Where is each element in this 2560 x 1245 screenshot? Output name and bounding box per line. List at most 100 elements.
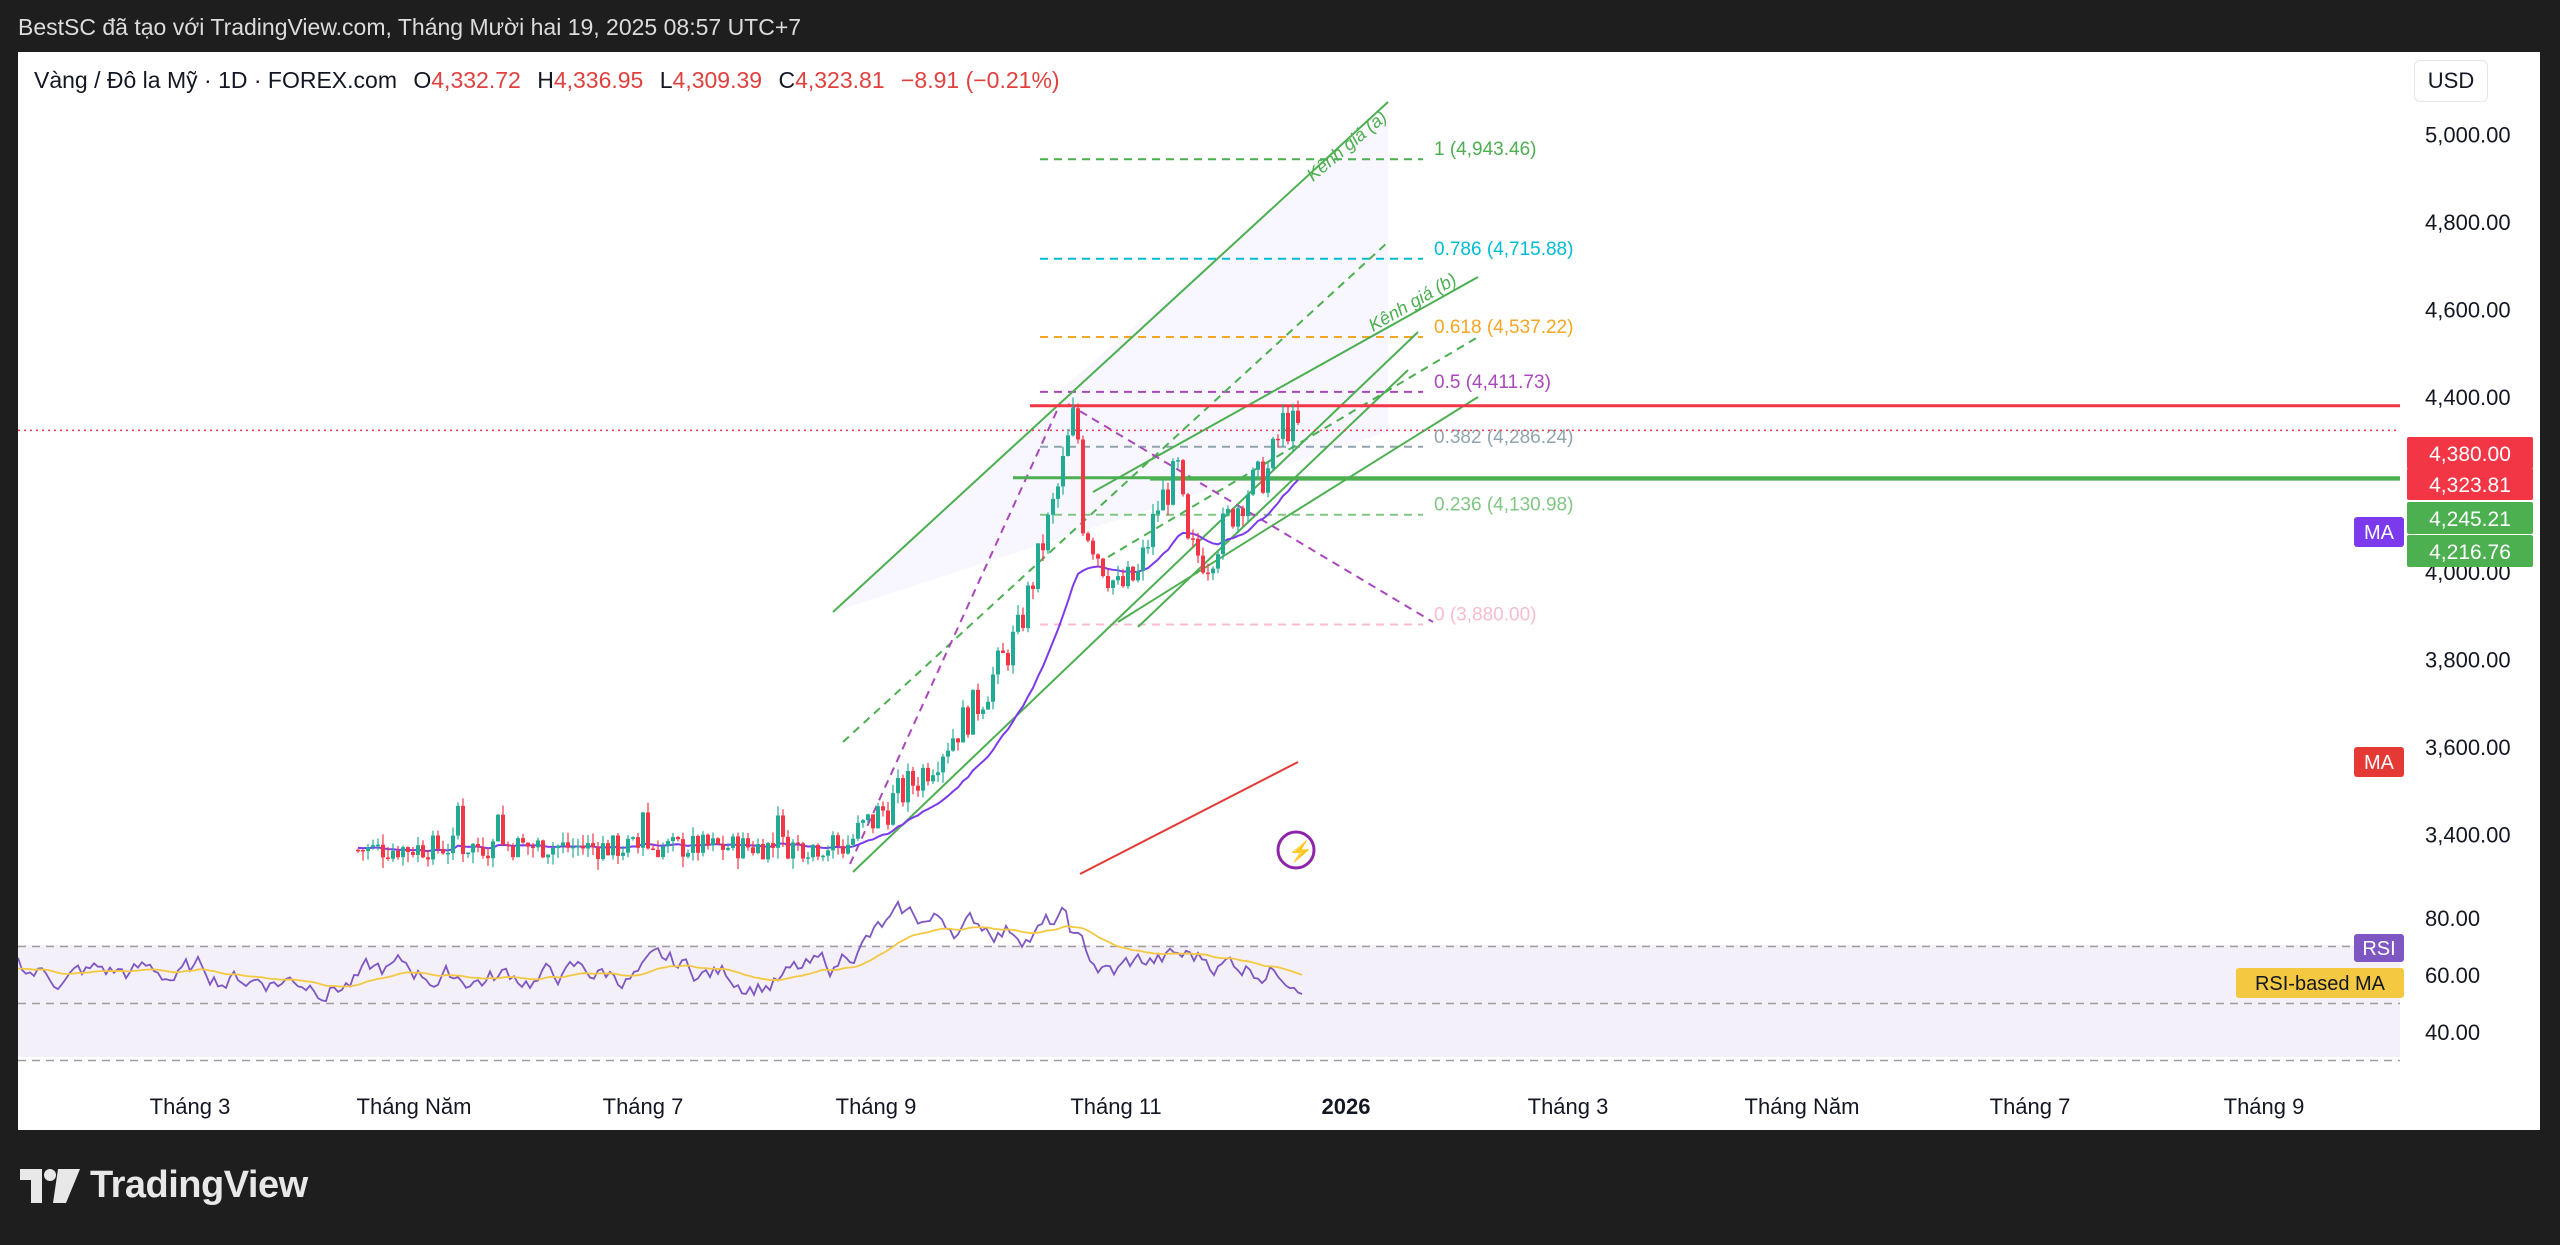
candle-body [1066, 435, 1070, 456]
candle-body [516, 838, 520, 858]
candle-body [1256, 461, 1260, 470]
candle-body [1021, 614, 1025, 628]
fib-level-label: 0.618 (4,537.22) [1434, 317, 1573, 338]
symbol-title[interactable]: Vàng / Đô la Mỹ · 1D · FOREX.com [34, 67, 397, 93]
channel-b-lower [1117, 396, 1479, 623]
candle-body [1141, 547, 1145, 571]
candle-body [766, 843, 770, 860]
candle-body [726, 847, 730, 850]
candle-body [1016, 614, 1020, 632]
candle-body [1031, 585, 1035, 589]
candle-body [1171, 461, 1175, 505]
ma-badge-label: MA [2364, 522, 2395, 544]
price-marker-badge [2407, 502, 2533, 534]
symbol-header: Vàng / Đô la Mỹ · 1D · FOREX.com O4,332.… [34, 67, 1060, 94]
rsi-tick-label: 60.00 [2425, 963, 2480, 988]
candle-body [366, 847, 370, 852]
candle-body [901, 778, 905, 803]
chart-panel[interactable]: 1 (4,943.46) 0.786 (4,715.88) 0.618 (4,537… [18, 52, 2540, 1130]
candle-body [546, 854, 550, 858]
channel-a-mid [842, 241, 1389, 743]
candle-body [796, 842, 800, 844]
candle-body [1181, 460, 1185, 495]
trend-dashed-down [1067, 403, 1434, 623]
candle-body [511, 845, 515, 858]
price-tick-label: 3,400.00 [2425, 823, 2511, 848]
candle-body [911, 771, 915, 786]
candle-body [1261, 461, 1265, 493]
candle-body [1266, 468, 1270, 493]
candle-body [941, 756, 945, 773]
candle-body [1186, 494, 1190, 539]
candle-body [831, 835, 835, 851]
candle-body [836, 835, 840, 847]
candle-body [386, 857, 390, 859]
rsi-ma-badge-label: RSI-based MA [2255, 973, 2386, 995]
fib-level-label: 0.382 (4,286.24) [1434, 427, 1573, 448]
candle-body [466, 852, 470, 854]
candle-body [586, 843, 590, 849]
candle-body [671, 836, 675, 842]
candle-body [1046, 514, 1050, 551]
ma-badge [2354, 517, 2404, 547]
candle-body [451, 835, 455, 854]
candle-body [1296, 410, 1300, 423]
channel-a-lower [852, 331, 1419, 873]
candle-body [566, 842, 570, 848]
candle-body [456, 805, 460, 836]
candle-body [1156, 510, 1160, 514]
candle-body [611, 835, 615, 856]
candle-body [1036, 543, 1040, 589]
price-tick-label: 4,400.00 [2425, 385, 2511, 410]
candle-body [576, 845, 580, 848]
candle-body [1116, 576, 1120, 581]
price-tick-label: 4,600.00 [2425, 298, 2511, 323]
candle-body [606, 843, 610, 856]
candle-body [946, 750, 950, 757]
candle-body [1271, 438, 1275, 469]
time-tick-label: Tháng 7 [1990, 1094, 2071, 1119]
fib-level-label: 0.236 (4,130.98) [1434, 495, 1573, 516]
candle-body [1111, 580, 1115, 588]
candle-body [541, 840, 545, 858]
fib-level-label: 0.786 (4,715.88) [1434, 239, 1573, 260]
candle-body [1176, 460, 1180, 462]
candle-body [1091, 540, 1095, 555]
price-tick-label: 3,600.00 [2425, 735, 2511, 760]
candle-body [1126, 566, 1130, 587]
candle-body [916, 785, 920, 791]
price-marker-label: 4,245.21 [2429, 508, 2511, 531]
candle-body [871, 814, 875, 829]
candle-body [1076, 408, 1080, 440]
candle-body [1196, 538, 1200, 556]
candle-body [396, 850, 400, 858]
candle-body [781, 815, 785, 837]
candle-body [681, 839, 685, 857]
candle-body [481, 847, 485, 856]
tradingview-logo-icon [20, 1168, 80, 1203]
lightning-icon [1276, 830, 1316, 870]
candle-body [931, 775, 935, 782]
candle-body [936, 772, 940, 776]
candle-body [596, 847, 600, 860]
ma-badge [2354, 747, 2404, 777]
candle-body [1101, 558, 1105, 576]
candle-body [476, 843, 480, 848]
candle-body [976, 689, 980, 715]
candle-body [771, 843, 775, 848]
low-label: L [659, 67, 673, 93]
candle-body [986, 701, 990, 710]
candle-body [851, 838, 855, 845]
tradingview-brand[interactable]: TradingView [20, 1164, 308, 1207]
currency-button[interactable]: USD [2414, 60, 2488, 102]
low-value: 4,309.39 [672, 67, 763, 93]
candle-body [821, 855, 825, 858]
trend-dashed-up [849, 403, 1061, 865]
rsi-tick-label: 80.00 [2425, 906, 2480, 931]
candle-body [881, 806, 885, 811]
price-chart[interactable]: 1 (4,943.46) 0.786 (4,715.88) 0.618 (4,537… [18, 52, 2540, 1130]
candle-body [656, 849, 660, 858]
candle-body [1131, 566, 1135, 581]
ma-purple-line [357, 479, 1299, 853]
candle-body [471, 843, 475, 853]
